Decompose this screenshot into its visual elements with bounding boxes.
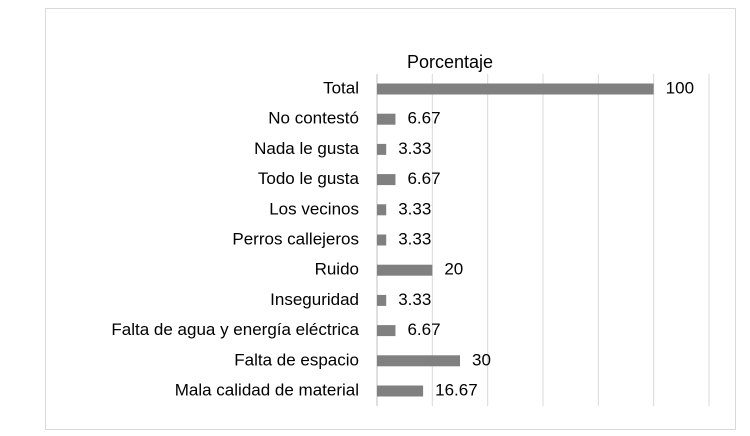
category-label: No contestó	[268, 109, 359, 128]
value-label: 3.33	[398, 139, 431, 158]
category-label: Inseguridad	[270, 290, 359, 309]
value-label: 3.33	[398, 290, 431, 309]
value-label: 20	[444, 260, 463, 279]
category-label: Todo le gusta	[258, 169, 360, 188]
category-label: Nada le gusta	[254, 139, 359, 158]
value-label: 6.67	[407, 320, 440, 339]
value-label: 3.33	[398, 229, 431, 248]
value-label: 30	[472, 350, 491, 369]
value-label: 16.67	[435, 380, 478, 399]
bar	[377, 174, 396, 186]
category-label: Falta de espacio	[234, 350, 359, 369]
bar	[377, 83, 654, 95]
chart-title: Porcentaje	[407, 52, 493, 72]
category-label: Total	[323, 78, 359, 97]
value-label: 3.33	[398, 199, 431, 218]
value-label: 6.67	[407, 169, 440, 188]
bar	[377, 385, 424, 397]
bar	[377, 113, 396, 125]
category-label: Falta de agua y energía eléctrica	[111, 320, 359, 339]
bar	[377, 204, 387, 216]
gridlines	[431, 74, 710, 406]
bar	[377, 234, 387, 246]
bar	[377, 294, 387, 306]
bar	[377, 355, 460, 367]
category-label: Los vecinos	[269, 199, 359, 218]
category-labels: Total No contestó Nada le gusta Todo le gus…	[111, 78, 359, 399]
category-label: Ruido	[315, 260, 359, 279]
value-label: 6.67	[407, 109, 440, 128]
bar	[377, 143, 387, 155]
bar	[377, 264, 433, 276]
value-labels: 100 6.67 3.33 6.67 3.33 3.33 20 3.33 6.67 30 16.67	[398, 78, 694, 399]
bars-group	[377, 83, 654, 397]
value-label: 100	[666, 78, 694, 97]
category-label: Perros callejeros	[232, 229, 359, 248]
bar	[377, 325, 396, 337]
category-label: Mala calidad de material	[175, 380, 359, 399]
